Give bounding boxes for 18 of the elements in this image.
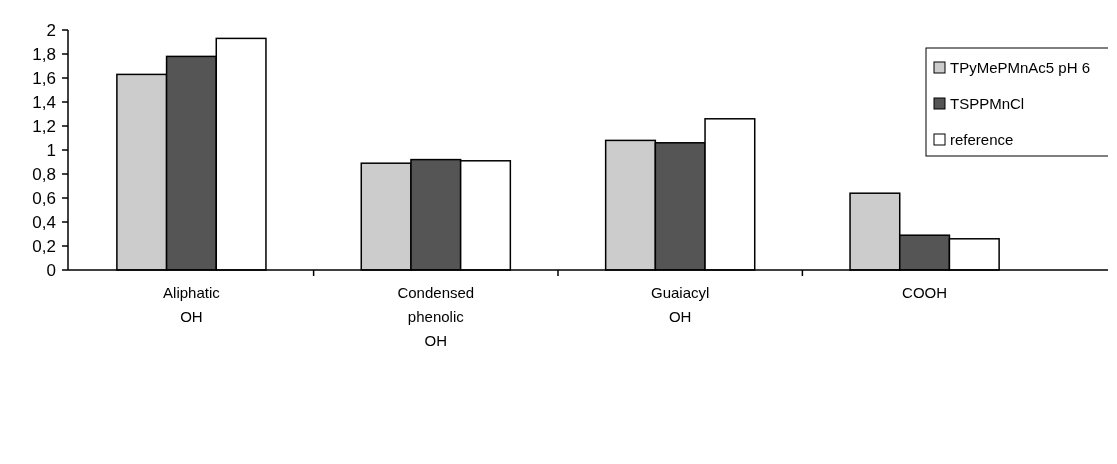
y-tick-label: 0 (46, 260, 56, 280)
legend-label: reference (950, 131, 1014, 149)
y-tick-label: 0,2 (32, 236, 56, 256)
y-tick-label: 1,6 (32, 68, 56, 88)
y-tick-label: 0,4 (32, 212, 56, 232)
y-tick-label: 1,8 (32, 44, 56, 64)
x-tick-label: COOH (902, 284, 948, 301)
y-tick-label: 0,6 (32, 188, 56, 208)
y-tick-label: 1 (46, 140, 56, 160)
x-tick-label: Condensed phenolic OH (397, 284, 475, 349)
x-tick-label: Aliphatic OH (163, 284, 221, 325)
y-tick-label: 2 (46, 20, 56, 40)
y-tick-label: 1,2 (32, 116, 56, 136)
legend-label: TSPPMnCl (950, 95, 1025, 113)
x-tick-label: Guaiacyl OH (651, 284, 710, 325)
y-tick-label: 0,8 (32, 164, 56, 184)
legend-label: TPyMePMnAc5 pH 6 (950, 59, 1091, 77)
y-tick-label: 1,4 (32, 92, 56, 112)
